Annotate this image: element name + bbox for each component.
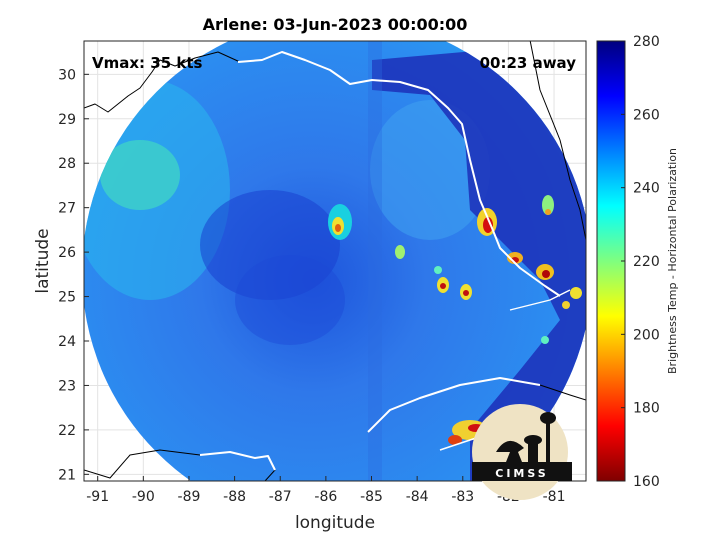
- colorbar-ramp: [596, 40, 626, 482]
- colorbar-tick-label: 180: [633, 401, 660, 417]
- coastline-cuba-swath: [367, 377, 541, 433]
- colorbar-tick-label: 200: [633, 327, 660, 343]
- y-tick-label: 21: [58, 467, 76, 483]
- colorbar-tick-label: 280: [633, 34, 660, 50]
- x-tick-label: -86: [314, 489, 337, 505]
- axes-frame: [83, 40, 587, 482]
- colorbar-tick-label: 160: [633, 474, 660, 490]
- coastline-florida-east: [529, 41, 586, 241]
- x-tick-label: -81: [543, 489, 566, 505]
- logo-text: CIMSS: [495, 467, 548, 480]
- colorbar-tick-label: 240: [633, 181, 660, 197]
- x-tick-label: -88: [223, 489, 246, 505]
- x-tick-label: -85: [360, 489, 383, 505]
- y-axis-label: latitude: [33, 228, 53, 293]
- x-tick-label: -83: [451, 489, 474, 505]
- coastline-yucatan-swath: [199, 451, 276, 471]
- y-tick-label: 22: [58, 423, 76, 439]
- coastline-keys: [509, 289, 571, 311]
- coastlines: [84, 41, 586, 481]
- plot-title: Arlene: 03-Jun-2023 00:00:00: [203, 15, 468, 34]
- colorbar-tick-label: 220: [633, 254, 660, 270]
- y-tick-label: 26: [58, 245, 76, 261]
- x-tick-label: -84: [406, 489, 429, 505]
- time-away-annotation: 00:23 away: [480, 54, 577, 72]
- vmax-annotation: Vmax: 35 kts: [92, 54, 202, 72]
- x-tick-label: -89: [178, 489, 201, 505]
- colorbar-ticks: 160 180 200 220 240 260 280: [621, 34, 660, 490]
- x-tick-label: -91: [86, 489, 109, 505]
- y-tick-label: 29: [58, 112, 76, 128]
- colorbar-tick-label: 260: [633, 107, 660, 123]
- convection-cells: [328, 195, 582, 445]
- y-tick-label: 24: [58, 334, 76, 350]
- y-tick-label: 27: [58, 201, 76, 217]
- y-tick-label: 30: [58, 67, 76, 83]
- coastline-gulf-north-swath: [237, 51, 561, 297]
- y-tick-label: 28: [58, 156, 76, 172]
- x-axis-label: longitude: [295, 513, 375, 533]
- colorbar: 160 180 200 220 240 260 280 Brightness Temp - …: [596, 34, 679, 490]
- y-tick-label: 25: [58, 290, 76, 306]
- y-axis-ticks: 21 22 23 24 25 26 27 28 29 30: [58, 67, 89, 483]
- logo-dish-icon: [496, 440, 524, 462]
- y-tick-label: 23: [58, 378, 76, 394]
- x-tick-label: -87: [269, 489, 292, 505]
- x-tick-label: -90: [132, 489, 155, 505]
- colorbar-label: Brightness Temp - Horizontal Polarizatio…: [666, 148, 679, 374]
- cimss-logo: CIMSS: [472, 404, 572, 500]
